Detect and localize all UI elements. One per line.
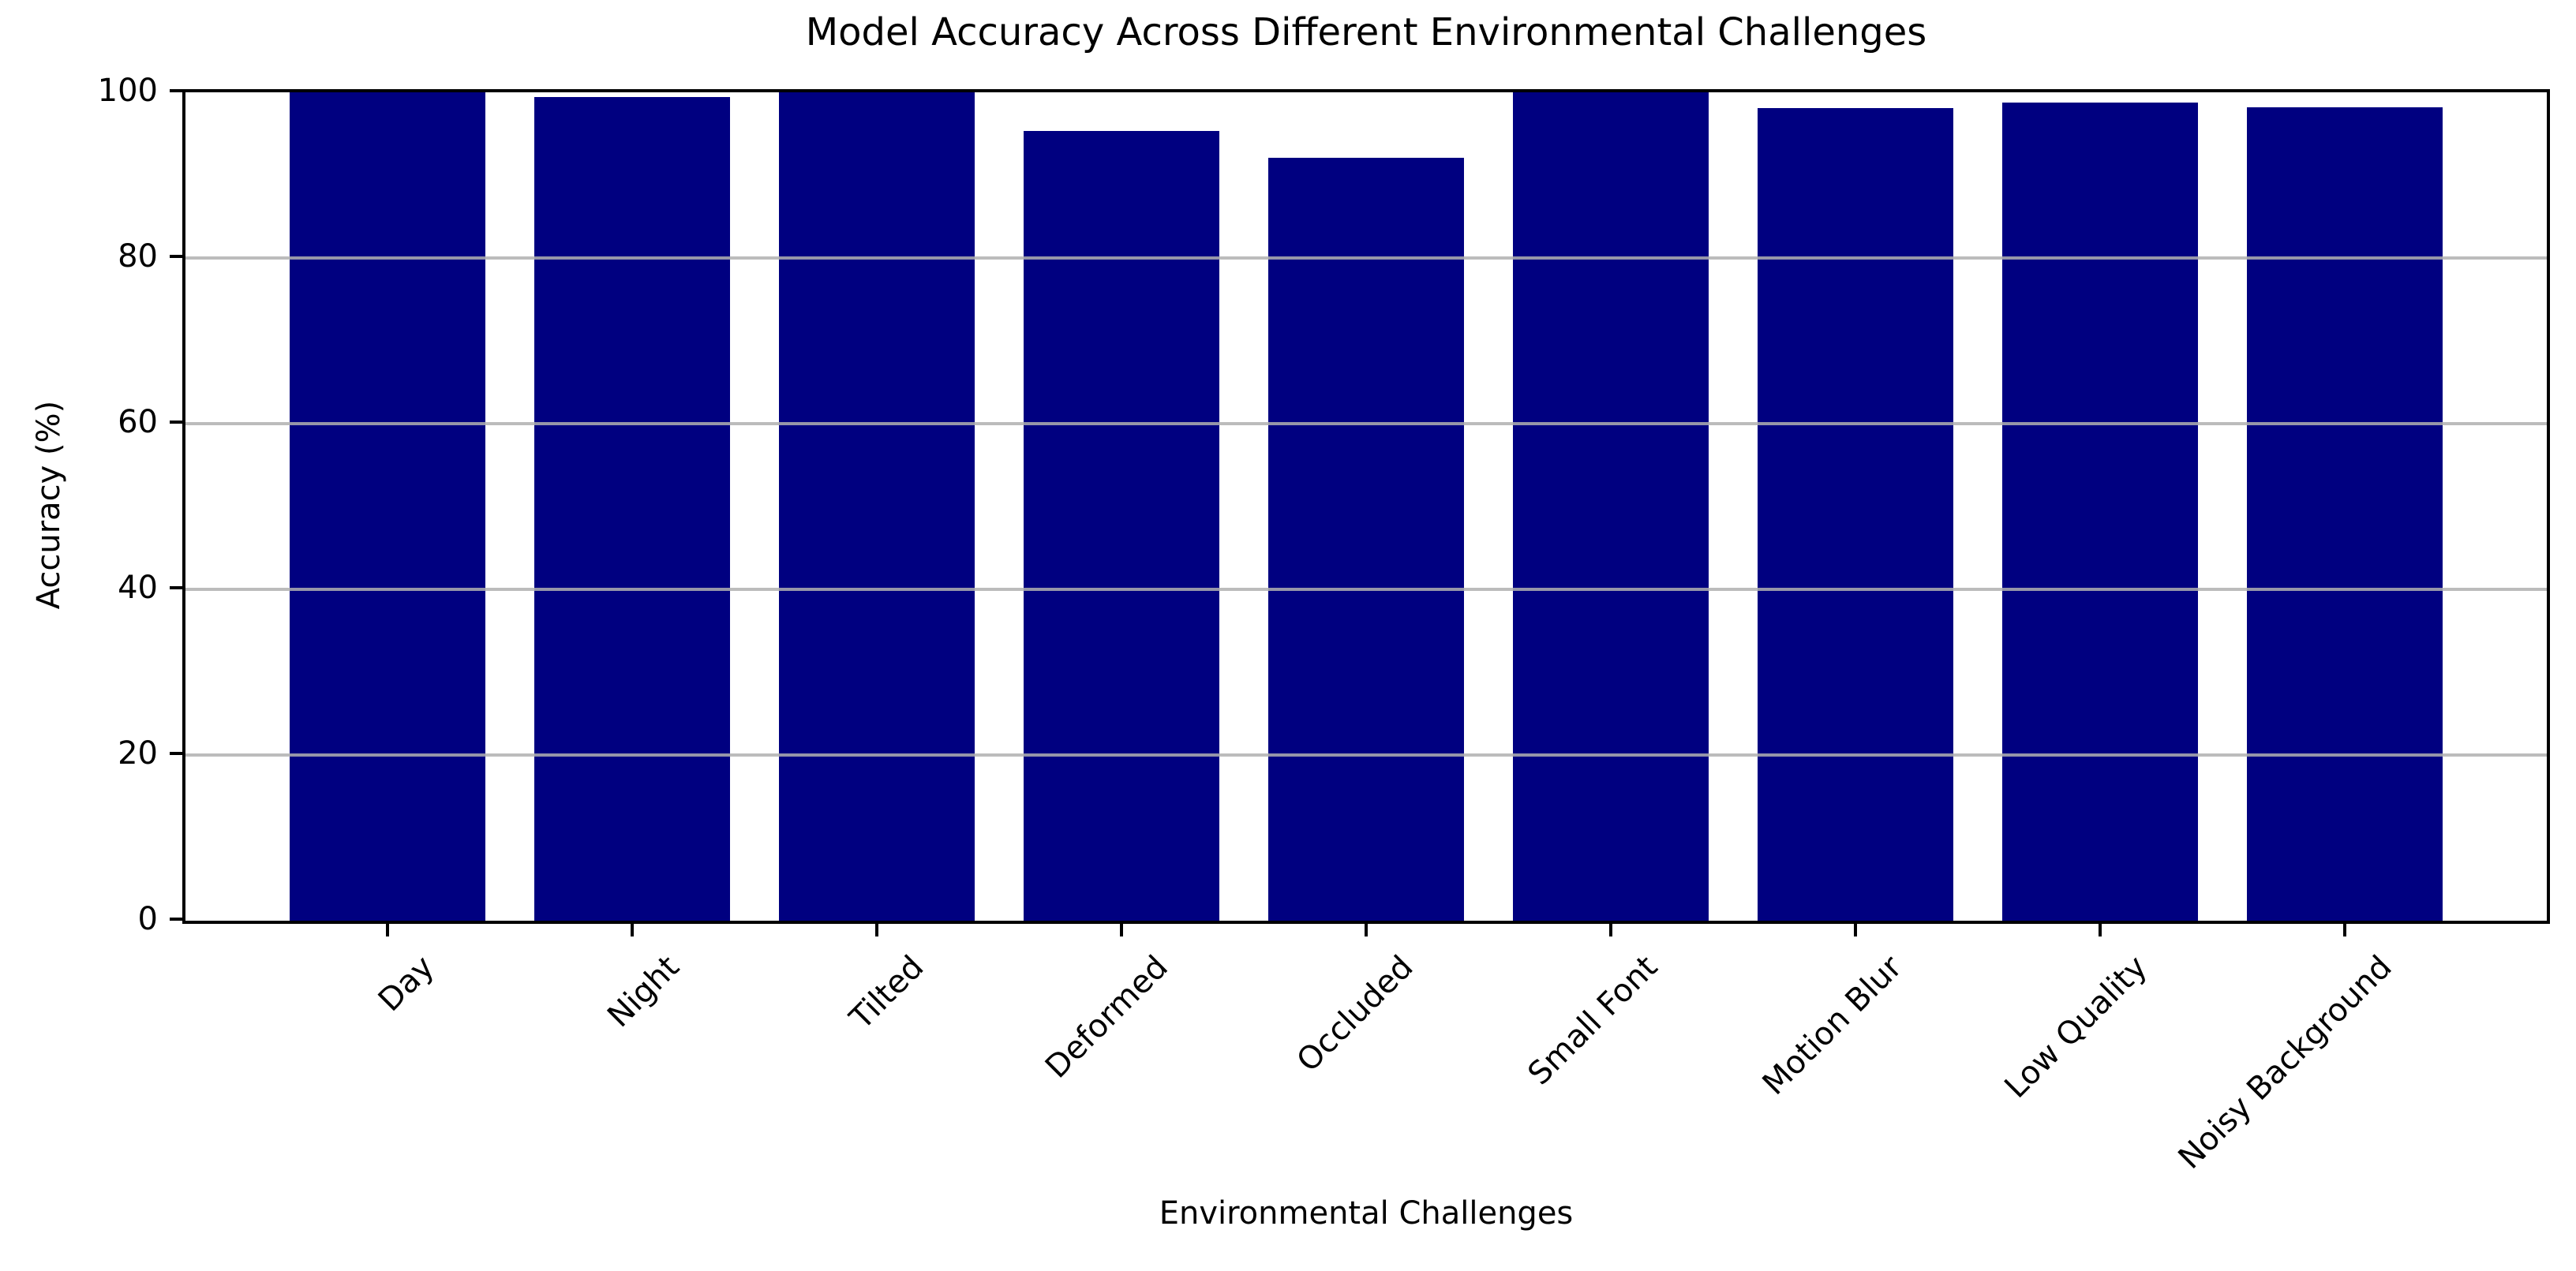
x-tick-mark-7 bbox=[1854, 924, 1857, 936]
x-tick-mark-6 bbox=[1609, 924, 1612, 936]
y-tick-mark-80 bbox=[170, 255, 182, 258]
y-tick-label-20: 20 bbox=[118, 735, 158, 772]
y-tick-label-40: 40 bbox=[118, 570, 158, 606]
x-tick-label-night: Night bbox=[600, 948, 687, 1035]
y-tick-mark-0 bbox=[170, 918, 182, 921]
x-tick-label-low-quality: Low Quality bbox=[1997, 948, 2155, 1105]
x-tick-mark-4 bbox=[1120, 924, 1123, 936]
y-tick-label-80: 80 bbox=[118, 238, 158, 275]
y-tick-mark-100 bbox=[170, 89, 182, 92]
x-tick-mark-8 bbox=[2099, 924, 2102, 936]
chart-title: Model Accuracy Across Different Environm… bbox=[805, 10, 1927, 54]
y-tick-label-100: 100 bbox=[97, 73, 158, 109]
x-tick-label-deformed: Deformed bbox=[1039, 948, 1176, 1086]
x-tick-label-tilted: Tilted bbox=[843, 948, 931, 1037]
x-tick-mark-2 bbox=[631, 924, 634, 936]
bar-noisy-background bbox=[2247, 107, 2443, 921]
y-tick-label-60: 60 bbox=[118, 404, 158, 440]
x-tick-label-motion-blur: Motion Blur bbox=[1756, 948, 1910, 1102]
x-tick-mark-1 bbox=[386, 924, 389, 936]
x-tick-label-occluded: Occluded bbox=[1290, 948, 1421, 1079]
x-tick-mark-3 bbox=[875, 924, 878, 936]
bar-day bbox=[290, 92, 485, 921]
x-tick-label-small-font: Small Font bbox=[1521, 948, 1665, 1093]
y-tick-mark-40 bbox=[170, 586, 182, 589]
y-tick-label-0: 0 bbox=[137, 901, 158, 937]
x-axis-label: Environmental Challenges bbox=[1159, 1195, 1574, 1232]
gridline-y-20 bbox=[185, 753, 2547, 757]
bar-small-font bbox=[1513, 92, 1709, 921]
gridline-y-80 bbox=[185, 256, 2547, 260]
gridline-y-40 bbox=[185, 588, 2547, 591]
y-tick-mark-20 bbox=[170, 752, 182, 755]
bar-motion-blur bbox=[1758, 108, 1953, 921]
y-tick-mark-60 bbox=[170, 421, 182, 424]
y-axis-label: Accuracy (%) bbox=[31, 400, 67, 610]
bar-tilted bbox=[779, 92, 975, 921]
plot-area bbox=[182, 89, 2550, 924]
gridline-y-60 bbox=[185, 422, 2547, 425]
x-tick-mark-5 bbox=[1365, 924, 1368, 936]
bar-deformed bbox=[1024, 131, 1219, 921]
x-tick-mark-9 bbox=[2343, 924, 2346, 936]
bar-low-quality bbox=[2002, 103, 2198, 921]
x-tick-label-noisy-background: Noisy Background bbox=[2171, 948, 2399, 1176]
bar-occluded bbox=[1268, 158, 1464, 921]
x-tick-label-day: Day bbox=[371, 948, 442, 1019]
bar-night bbox=[534, 97, 730, 921]
